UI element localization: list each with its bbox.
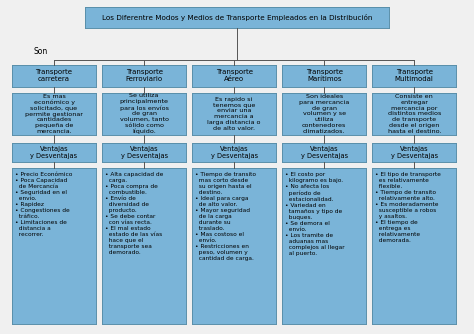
Text: Transporte
Marítimos: Transporte Marítimos xyxy=(306,69,343,82)
Text: Son: Son xyxy=(33,47,47,56)
Text: Son ideales
para mercancia
de gran
volumen y se
utiliza
contenedores
climatizado: Son ideales para mercancia de gran volum… xyxy=(299,94,349,134)
Text: Transporte
Aéreo: Transporte Aéreo xyxy=(216,69,253,82)
Text: Transporte
carretera: Transporte carretera xyxy=(36,69,73,82)
Text: • El tipo de transporte
  es relativamente
  flexible.
• Tiempo de transito
  re: • El tipo de transporte es relativamente… xyxy=(375,172,441,243)
Text: • Tiempo de transito
  mas corto desde
  su origen hasta el
  destino.
• Ideal p: • Tiempo de transito mas corto desde su … xyxy=(195,172,256,262)
Text: Ventajas
y Desventajas: Ventajas y Desventajas xyxy=(120,146,168,159)
Text: Los Diferentre Modos y Medios de Transporte Empleados en la Distribución: Los Diferentre Modos y Medios de Transpo… xyxy=(102,14,372,21)
Text: Es rapido si
tenemos que
enviar una
mercancia a
larga distancia o
de alto valor.: Es rapido si tenemos que enviar una merc… xyxy=(208,97,261,131)
Text: Transporte
Multimodal: Transporte Multimodal xyxy=(395,69,434,82)
Text: Es mas
económico y
solicitado, que
permite gestionar
cantidades
pequeña de
merca: Es mas económico y solicitado, que permi… xyxy=(25,94,83,134)
Text: • Alta capacidad de
  carga.
• Poca compra de
  combustible.
• Envío de
  divers: • Alta capacidad de carga. • Poca compra… xyxy=(105,172,164,256)
Text: Se utiliza
principalmente
para los envíos
de gran
volumen, tanto
sólido como
líq: Se utiliza principalmente para los envío… xyxy=(119,94,169,134)
Text: Transporte
Ferroviario: Transporte Ferroviario xyxy=(126,69,163,82)
Text: Ventajas
y Desventajas: Ventajas y Desventajas xyxy=(301,146,348,159)
Text: Consiste en
entregar
mercancia por
distintos medios
de transporte
desde el orige: Consiste en entregar mercancia por disti… xyxy=(388,94,441,134)
Text: Ventajas
y Desventajas: Ventajas y Desventajas xyxy=(30,146,78,159)
Text: Ventajas
y Desventajas: Ventajas y Desventajas xyxy=(391,146,438,159)
Text: Ventajas
y Desventajas: Ventajas y Desventajas xyxy=(210,146,258,159)
Text: • Precio Económico
• Poca Capacidad
  de Mercancía
• Seguridad en el
  envío.
• : • Precio Económico • Poca Capacidad de M… xyxy=(15,172,73,237)
Text: • El costo por
  kilogramo es bajo.
• No afecta los
  período de
  estacionalida: • El costo por kilogramo es bajo. • No a… xyxy=(285,172,345,256)
